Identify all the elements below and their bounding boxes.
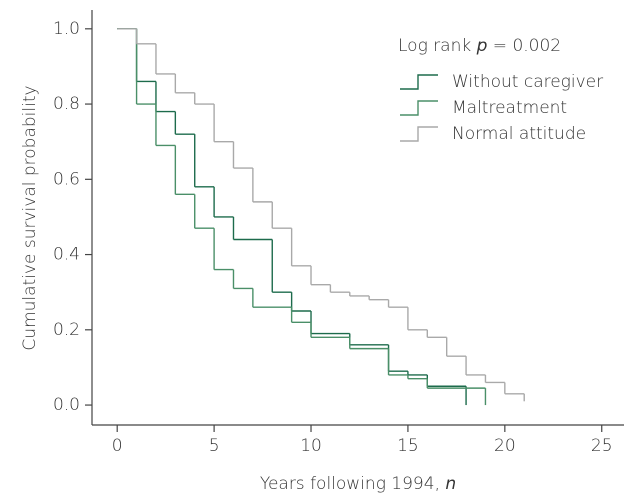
x-axis-label-text: Years following 1994, (260, 474, 446, 494)
x-axis-label: Years following 1994, n (260, 474, 456, 494)
y-tick-label: 0.4 (53, 245, 80, 265)
legend-label: Normal attitude (452, 124, 586, 144)
legend-label: Maltreatment (452, 98, 567, 118)
y-axis-label: Cumulative survival probability (20, 85, 40, 350)
legend-label: Without caregiver (452, 72, 603, 92)
y-tick-label: 0.6 (53, 169, 80, 189)
x-tick-label: 10 (300, 436, 322, 456)
x-axis-label-var: n (445, 474, 456, 494)
y-tick-label: 1.0 (53, 19, 80, 39)
legend-symbol (400, 74, 438, 90)
x-tick-label: 0 (112, 436, 123, 456)
annotation-prefix: Log rank (398, 36, 477, 56)
legend-symbol (400, 126, 438, 142)
annotation-suffix: = 0.002 (487, 36, 561, 56)
y-tick-label: 0.2 (53, 320, 80, 340)
x-tick-label: 5 (209, 436, 220, 456)
x-tick-label: 15 (397, 436, 419, 456)
x-tick-label: 20 (494, 436, 516, 456)
y-tick-label: 0.0 (53, 395, 80, 415)
y-tick-label: 0.8 (53, 94, 80, 114)
legend-symbol (400, 100, 438, 116)
x-tick-label: 25 (591, 436, 613, 456)
annotation-var: p (476, 36, 488, 56)
annotation: Log rank p = 0.002 (398, 36, 561, 56)
